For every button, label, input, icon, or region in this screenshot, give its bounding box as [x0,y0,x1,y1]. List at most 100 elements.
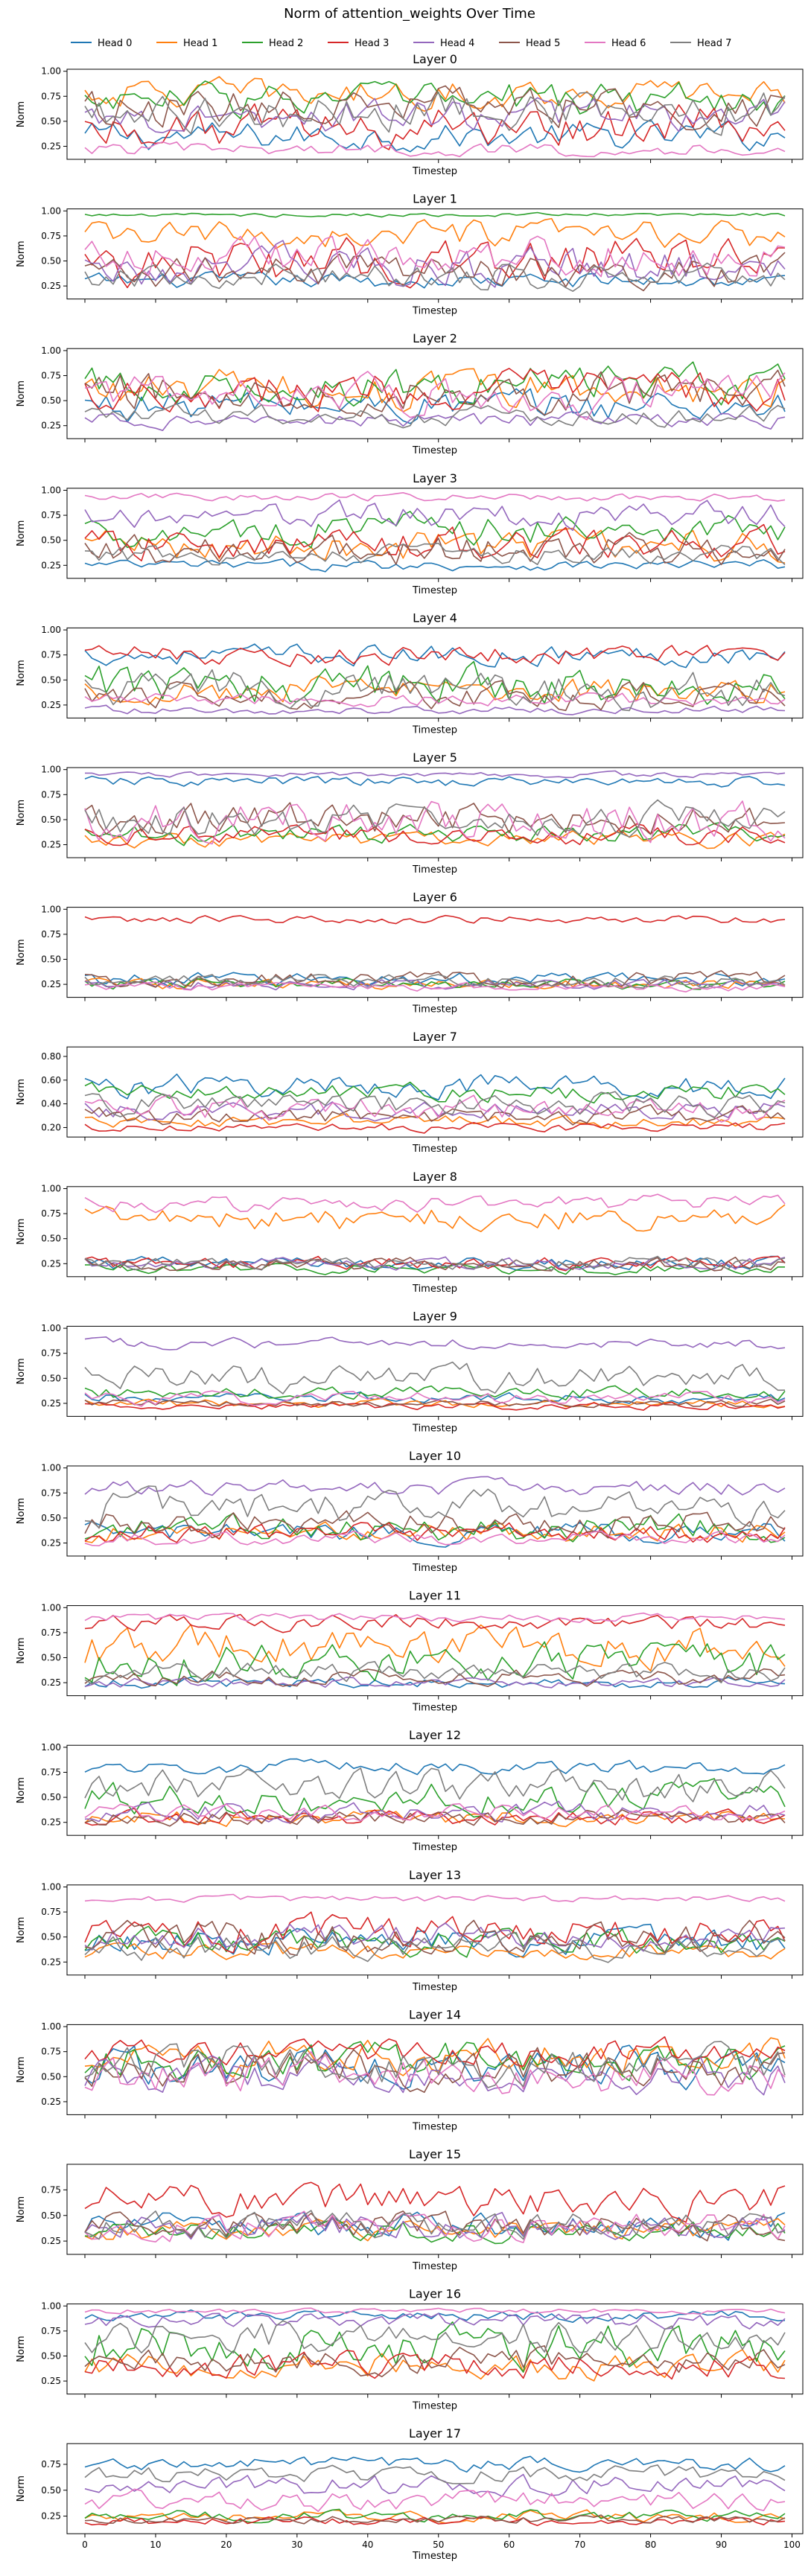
y-tick-label: 0.75 [41,1767,61,1778]
panel-title: Layer 9 [413,1309,457,1323]
y-axis-label: Norm [16,1219,27,1245]
series-line-head-3 [84,823,786,847]
legend-item: Head 6 [585,38,646,49]
axes-frame [66,1325,804,1417]
y-axis-label: Norm [16,2196,27,2222]
x-axis-label: Timestep [412,1703,457,1714]
series-line-head-6 [84,981,786,992]
series-line-head-2 [84,80,786,120]
series-line-head-4 [84,1336,786,1351]
series-line-head-2 [84,660,786,705]
series-line-head-6 [84,1612,786,1623]
axes-frame [66,2304,804,2395]
panel-layer-12: Layer 12 0.25 0.50 0.75 1.00 Timestep Norm [16,1728,804,1853]
axes-frame [66,1605,804,1697]
y-tick-label: 0.25 [41,2097,61,2107]
x-axis-label: Timestep [412,1982,457,1993]
series-line-head-1 [84,2349,786,2382]
series-group [84,76,786,158]
series-line-head-2 [84,2041,786,2082]
x-axis-label: Timestep [412,2551,457,2562]
y-tick-label: 0.50 [41,954,61,965]
legend-label: Head 0 [98,38,132,49]
y-tick-label: 0.50 [41,395,61,406]
y-tick-label: 1.00 [41,765,61,775]
series-line-head-7 [84,542,786,566]
y-tick-label: 0.75 [41,2184,61,2195]
axes-frame [66,68,804,160]
panel-layer-0: Layer 0 0.25 0.50 0.75 1.00 Timestep Norm [16,52,804,177]
panel-title: Layer 5 [413,750,457,765]
series-line-head-6 [84,2488,786,2512]
axes-frame [66,1465,804,1557]
series-line-head-3 [84,645,786,668]
panel-title: Layer 4 [413,610,457,625]
series-line-head-3 [84,1911,786,1954]
y-axis-label: Norm [16,800,27,826]
axes-frame [66,1744,804,1836]
series-line-head-4 [84,2473,786,2497]
y-tick-label: 0.25 [41,560,61,570]
x-tick-label: 80 [645,2540,656,2550]
series-line-head-4 [84,1800,786,1824]
y-axis-label: Norm [16,660,27,686]
series-line-head-5 [84,2345,786,2378]
panel-title: Layer 1 [413,192,457,206]
series-line-head-4 [84,97,786,133]
series-line-head-7 [84,1255,786,1271]
series-line-head-4 [84,1677,786,1689]
series-group [84,2307,786,2382]
series-line-head-2 [84,2321,786,2373]
x-axis-label: Timestep [412,1004,457,1016]
y-tick-label: 0.25 [41,1957,61,1967]
axes-frame [66,1046,804,1138]
series-line-head-4 [84,2211,786,2240]
legend-item: Head 1 [156,38,217,49]
series-line-head-4 [84,499,786,532]
series-line-head-4 [84,1476,786,1496]
series-line-head-0 [84,643,786,669]
panel-title: Layer 7 [413,1030,457,1044]
panel-layer-2: Layer 2 0.25 0.50 0.75 1.00 Timestep Norm [16,331,804,456]
y-axis-label: Norm [16,1777,27,1803]
series-line-head-3 [84,368,786,413]
series-group [84,361,786,432]
series-line-head-3 [84,237,785,289]
y-tick-label: 0.75 [41,2047,61,2057]
x-tick-label: 10 [150,2540,161,2550]
series-line-head-5 [84,1398,786,1409]
x-axis-label: Timestep [412,1563,457,1574]
panel-title: Layer 2 [413,331,457,345]
y-axis-label: Norm [16,240,27,267]
y-axis-label: Norm [16,1637,27,1663]
series-line-head-5 [84,802,786,835]
panel-layer-15: Layer 15 0.25 0.50 0.75 Timestep Norm [16,2147,804,2272]
y-axis-label: Norm [16,2475,27,2502]
series-group [84,2181,786,2245]
legend-label: Head 4 [440,38,474,49]
y-tick-label: 0.20 [41,1122,61,1132]
series-line-head-1 [84,1204,786,1232]
series-line-head-0 [84,1758,786,1776]
x-axis-label: Timestep [412,2401,457,2412]
x-axis-label: Timestep [412,1842,457,1853]
series-line-head-6 [84,2051,786,2096]
series-line-head-1 [84,527,786,564]
y-tick-label: 1.00 [41,485,61,495]
panel-layer-3: Layer 3 0.25 0.50 0.75 1.00 Timestep Norm [16,471,804,596]
y-tick-label: 1.00 [41,205,61,216]
series-line-head-6 [84,1530,786,1546]
series-group [84,211,786,293]
x-axis-label: Timestep [412,864,457,876]
y-axis-label: Norm [16,101,27,127]
series-line-head-1 [84,2509,786,2524]
y-axis-label: Norm [16,1498,27,1524]
y-tick-label: 0.75 [41,2459,61,2470]
series-line-head-2 [84,1925,786,1958]
legend-label: Head 7 [697,38,731,49]
series-line-head-7 [84,1361,786,1394]
series-line-head-6 [84,491,786,502]
series-line-head-5 [84,1919,786,1957]
legend-item: Head 4 [413,38,474,49]
